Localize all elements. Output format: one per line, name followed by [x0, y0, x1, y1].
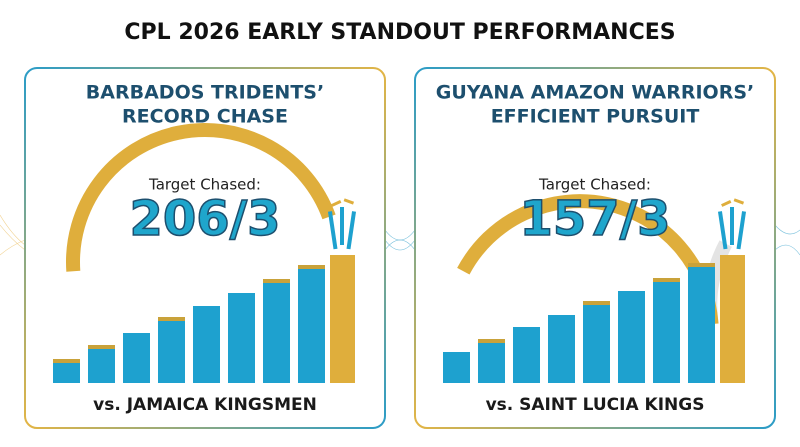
bar	[548, 315, 575, 383]
card-frame	[414, 67, 776, 429]
bar-cap	[53, 359, 80, 363]
bar-cap	[263, 279, 290, 283]
bar	[513, 327, 540, 383]
bar	[618, 291, 645, 383]
stump	[730, 207, 734, 245]
stump	[717, 211, 728, 250]
stump	[736, 211, 747, 250]
card-heading: BARBADOS TRIDENTS’	[86, 82, 324, 104]
opponent: vs. SAINT LUCIA KINGS	[486, 395, 705, 415]
opponent: vs. JAMAICA KINGSMEN	[93, 395, 317, 415]
score: 157/3	[519, 191, 670, 247]
bar-cap	[298, 265, 325, 269]
bar-cap	[653, 278, 680, 282]
bar-cap	[688, 263, 715, 267]
bar	[263, 282, 290, 383]
gold-bar	[330, 255, 355, 383]
bar	[193, 306, 220, 383]
bail	[721, 199, 732, 207]
bail	[733, 198, 745, 205]
bar-cap	[583, 301, 610, 305]
score-label: Target Chased:	[148, 176, 261, 194]
bar	[653, 281, 680, 383]
stump	[346, 211, 357, 250]
bar	[88, 348, 115, 383]
bail	[343, 198, 355, 205]
card: GUYANA AMAZON WARRIORS’EFFICIENT PURSUIT…	[414, 67, 776, 429]
card-heading: EFFICIENT PURSUIT	[491, 106, 700, 128]
decor-middle	[384, 229, 416, 251]
page-title: CPL 2026 EARLY STANDOUT PERFORMANCES	[124, 20, 675, 45]
bar	[53, 362, 80, 383]
gold-bar	[720, 255, 745, 383]
decor-right	[774, 224, 800, 256]
score: 206/3	[129, 191, 280, 247]
bar-cap	[478, 339, 505, 343]
arc	[66, 123, 336, 272]
decor-left	[0, 214, 26, 256]
bar	[443, 352, 470, 383]
card: BARBADOS TRIDENTS’RECORD CHASE Target Cha…	[24, 67, 386, 429]
bar	[688, 266, 715, 383]
bar-cap	[88, 345, 115, 349]
card-heading: GUYANA AMAZON WARRIORS’	[436, 82, 754, 104]
bar	[478, 342, 505, 383]
bar	[158, 320, 185, 383]
card-heading: RECORD CHASE	[122, 106, 288, 128]
bar-cap	[158, 317, 185, 321]
bar	[583, 304, 610, 383]
bar	[228, 293, 255, 383]
bail	[331, 199, 342, 207]
bar	[123, 333, 150, 383]
stump	[327, 211, 338, 250]
bar	[298, 268, 325, 383]
score-label: Target Chased:	[538, 176, 651, 194]
stump	[340, 207, 344, 245]
